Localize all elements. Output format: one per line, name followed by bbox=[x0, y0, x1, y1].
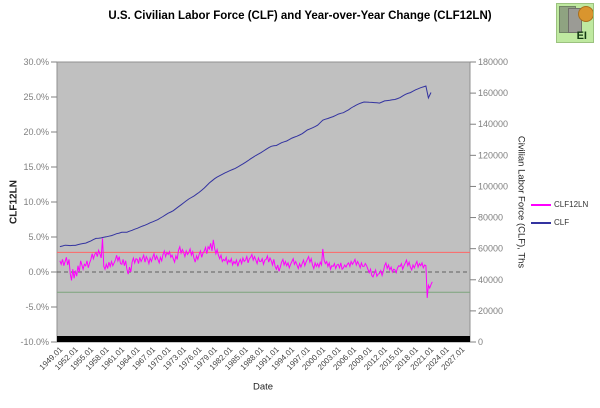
y-left-tick-label: -5.0% bbox=[25, 302, 49, 312]
y-right-tick-label: 100000 bbox=[478, 181, 508, 191]
y-right-tick-label: 60000 bbox=[478, 244, 503, 254]
logo-coin-icon bbox=[578, 6, 593, 22]
legend-item-clf12ln: CLF12LN bbox=[531, 200, 588, 209]
y-left-tick-label: 5.0% bbox=[28, 232, 49, 242]
legend-label-clf12ln: CLF12LN bbox=[554, 200, 589, 209]
y-right-tick-label: 20000 bbox=[478, 306, 503, 316]
y-left-tick-label: 15.0% bbox=[23, 162, 49, 172]
y-right-tick-label: 180000 bbox=[478, 57, 508, 67]
y-right-tick-label: 40000 bbox=[478, 275, 503, 285]
x-axis-band bbox=[57, 336, 470, 342]
y-left-tick-label: 25.0% bbox=[23, 92, 49, 102]
y-right-tick-label: 120000 bbox=[478, 150, 508, 160]
y-left-tick-label: 30.0% bbox=[23, 57, 49, 67]
x-axis-title: Date bbox=[252, 381, 274, 393]
page-title: U.S. Civilian Labor Force (CLF) and Year… bbox=[108, 10, 492, 22]
logo-ei-text: EI bbox=[576, 30, 587, 42]
series-line-clf12ln bbox=[59, 238, 433, 298]
clf12ln-line-swatch bbox=[531, 203, 551, 206]
legend-label-clf: CLF bbox=[554, 218, 570, 227]
y-right-tick-label: 0 bbox=[478, 337, 483, 347]
y-left-tick-label: -10.0% bbox=[20, 337, 49, 347]
y-left-tick-label: 10.0% bbox=[23, 197, 49, 207]
y-right-tick-label: 80000 bbox=[478, 213, 503, 223]
y-right-tick-label: 160000 bbox=[478, 88, 508, 98]
y-axis-title-left: CLF12LN bbox=[8, 180, 20, 224]
legend-item-clf: CLF bbox=[531, 218, 588, 227]
clf-line-swatch bbox=[531, 221, 551, 224]
y-right-tick-label: 140000 bbox=[478, 119, 508, 129]
y-left-tick-label: 20.0% bbox=[23, 127, 49, 137]
ei-logo: EI bbox=[556, 3, 594, 43]
y-left-tick-label: 0.0% bbox=[28, 267, 49, 277]
y-axis-title-right: Civilian Labor Force (CLF), Ths bbox=[515, 135, 527, 269]
plot-background bbox=[56, 61, 471, 343]
series-line-clf bbox=[59, 85, 432, 248]
legend: CLF12LN CLF bbox=[531, 200, 588, 236]
